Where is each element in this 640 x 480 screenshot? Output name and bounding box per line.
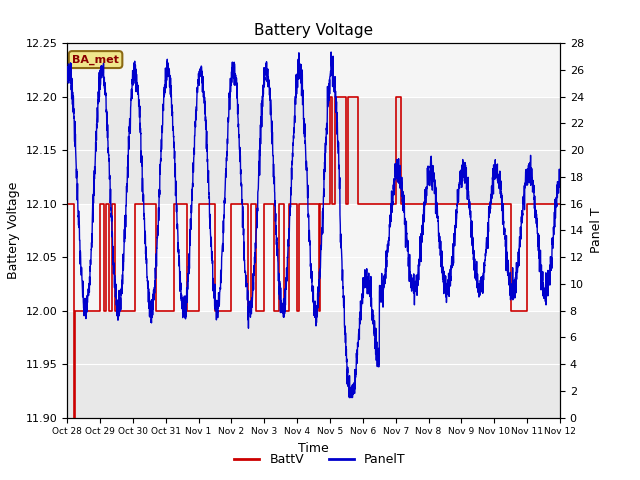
Title: Battery Voltage: Battery Voltage (254, 23, 373, 38)
Text: BA_met: BA_met (72, 54, 119, 65)
Bar (67, 204, 560, 311)
X-axis label: Time: Time (298, 442, 329, 455)
Bar (67, 0, 560, 96)
Legend: BattV, PanelT: BattV, PanelT (229, 448, 411, 471)
Y-axis label: Battery Voltage: Battery Voltage (7, 182, 20, 279)
Y-axis label: Panel T: Panel T (589, 207, 602, 253)
